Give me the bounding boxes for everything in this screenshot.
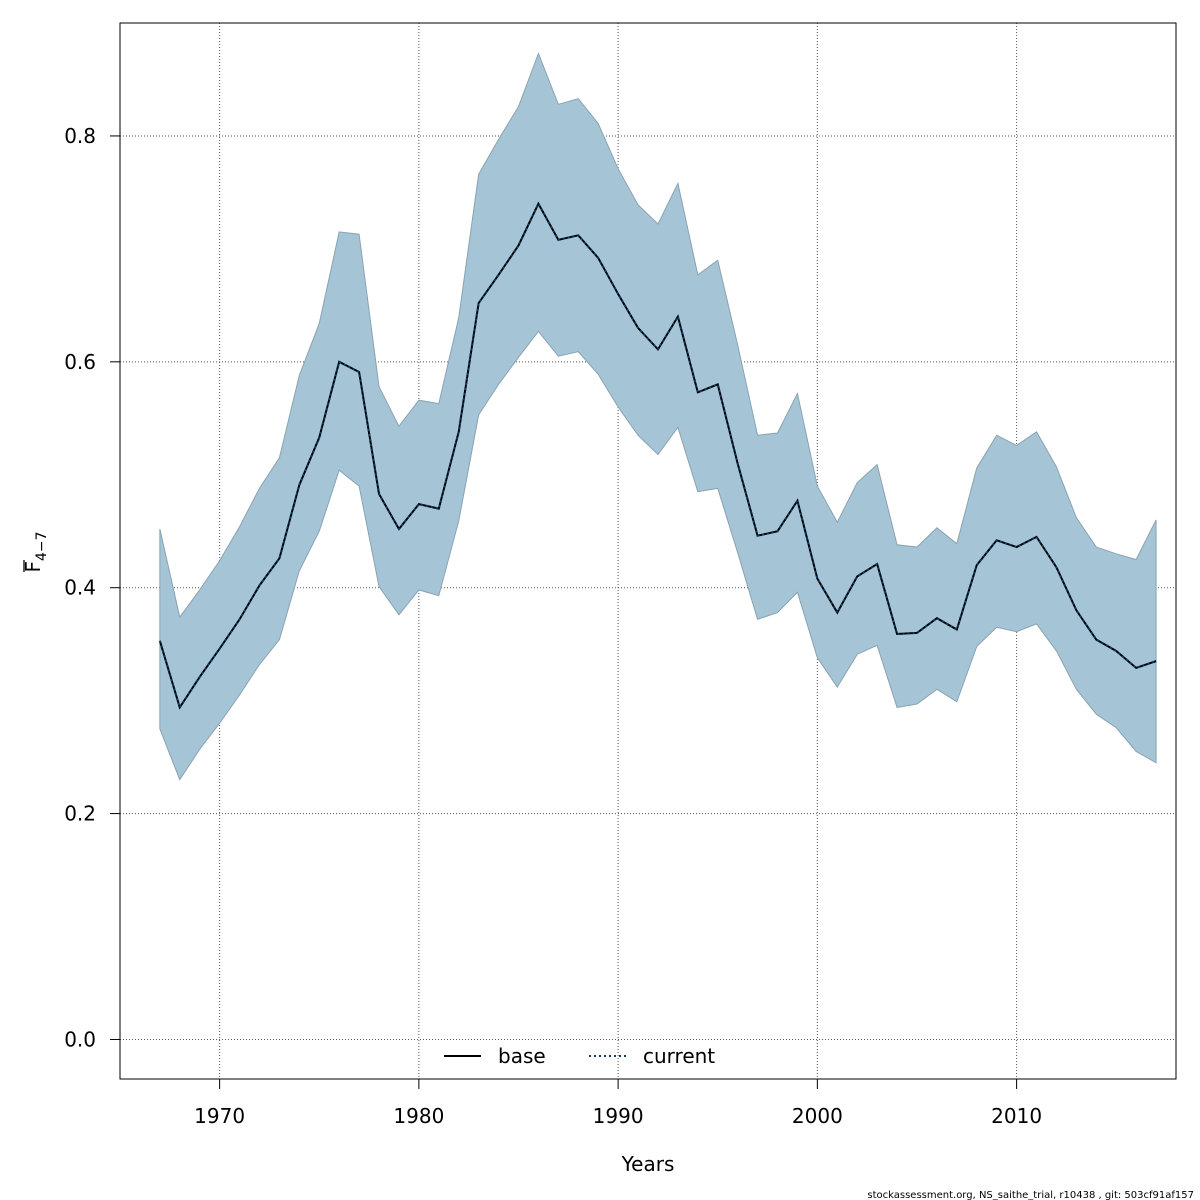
y-axis: 0.0 0.2 0.4 0.6 0.8 [64,124,120,1051]
legend-base-label: base [498,1044,546,1068]
x-tick-label-1980: 1980 [393,1104,444,1128]
y-tick-label-0.8: 0.8 [64,124,96,148]
x-axis-title: Years [621,1152,675,1176]
legend-current-label: current [643,1044,715,1068]
confidence-band [159,52,1157,781]
y-axis-title-main: F [21,561,45,573]
x-tick-label-1990: 1990 [593,1104,644,1128]
y-tick-label-0.2: 0.2 [64,802,96,826]
series-lines [158,201,1157,710]
series-line-current [158,201,1157,710]
confidence-band-area [159,52,1157,781]
y-axis-title-sub: 4−7 [34,531,50,561]
x-axis: 1970 1980 1990 2000 2010 [194,1079,1042,1128]
svg-text:F4−7: F4−7 [21,531,50,572]
x-tick-label-2010: 2010 [991,1104,1042,1128]
x-tick-label-1970: 1970 [194,1104,245,1128]
y-tick-label-0.6: 0.6 [64,350,96,374]
footer-text: stockassessment.org, NS_saithe_trial, r1… [867,1190,1194,1200]
y-tick-label-0.4: 0.4 [64,576,96,600]
y-tick-label-0.0: 0.0 [64,1027,96,1051]
legend: base current [444,1044,715,1068]
x-tick-label-2000: 2000 [792,1104,843,1128]
y-axis-title: F4−7 [21,531,50,572]
plot-frame [119,22,1177,1080]
